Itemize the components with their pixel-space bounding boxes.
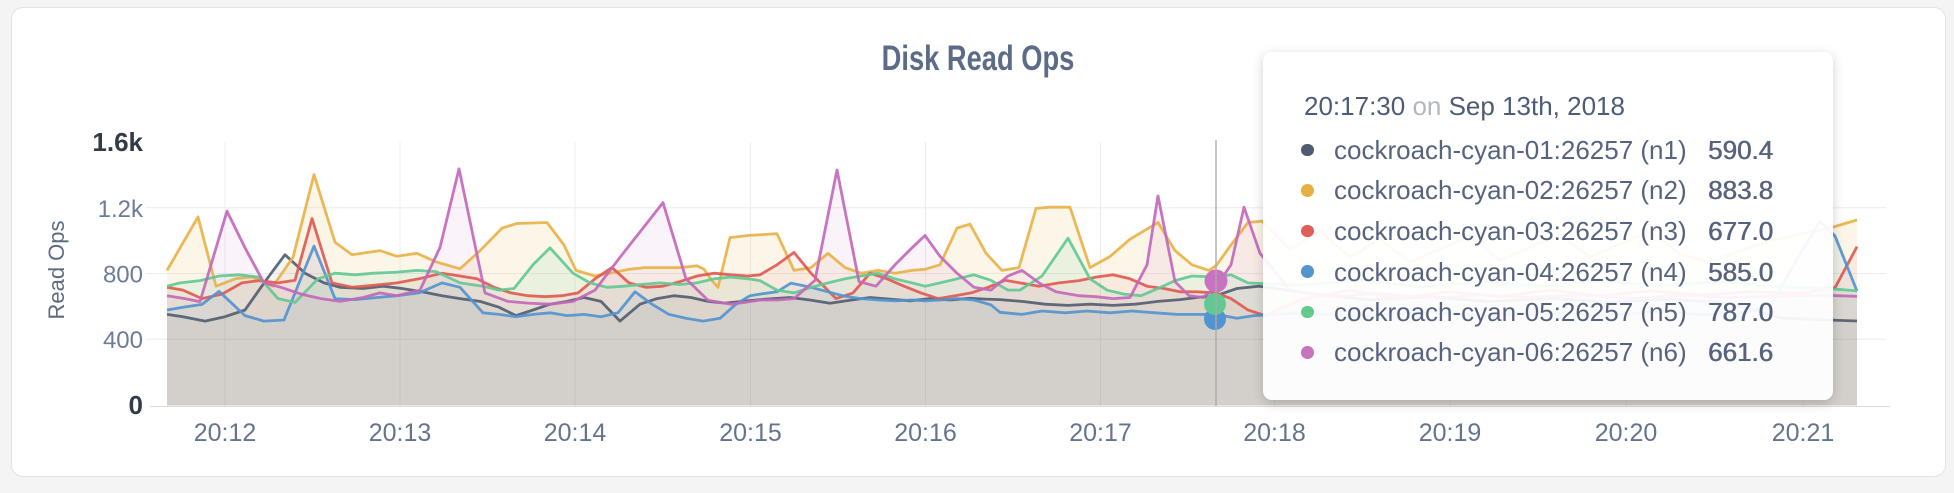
svg-text:0: 0 — [129, 390, 143, 420]
svg-text:Read Ops: Read Ops — [44, 220, 69, 319]
svg-text:1.6k: 1.6k — [92, 127, 143, 157]
svg-text:20:19: 20:19 — [1419, 419, 1482, 447]
svg-text:20:21: 20:21 — [1772, 419, 1835, 447]
svg-text:20:20: 20:20 — [1595, 419, 1658, 447]
svg-text:20:12: 20:12 — [194, 419, 257, 447]
svg-text:20:16: 20:16 — [894, 419, 957, 447]
svg-text:20:18: 20:18 — [1243, 419, 1306, 447]
svg-text:1.2k: 1.2k — [98, 196, 144, 223]
svg-text:20:15: 20:15 — [719, 419, 782, 447]
svg-text:20:17: 20:17 — [1069, 419, 1132, 447]
svg-text:800: 800 — [103, 262, 143, 289]
svg-text:20:13: 20:13 — [369, 419, 432, 447]
svg-text:20:14: 20:14 — [544, 419, 607, 447]
svg-text:400: 400 — [103, 327, 143, 354]
